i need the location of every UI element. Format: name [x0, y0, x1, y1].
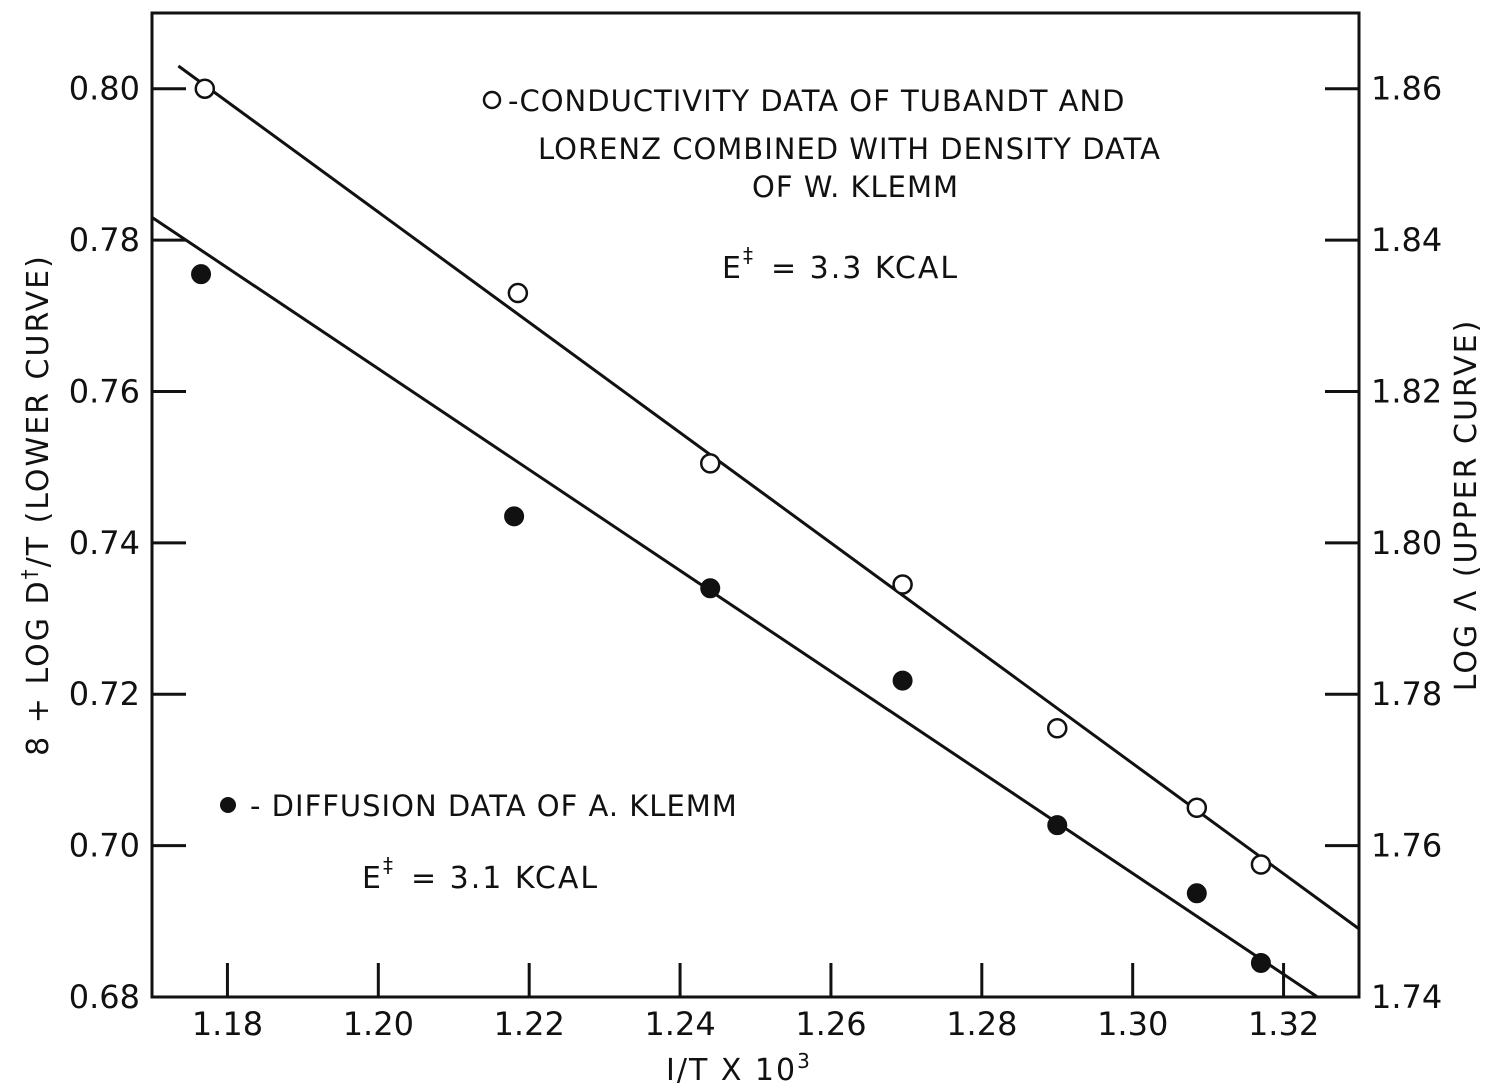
legend-filled-circle-marker — [220, 797, 236, 813]
x-tick-label: 1.32 — [1248, 1005, 1319, 1043]
lower-fit-line — [151, 216, 1319, 999]
right-y-tick-label: 1.84 — [1371, 221, 1442, 259]
lower-energy-label: E‡ = 3.1 KCAL — [362, 853, 599, 896]
left-y-label-suffix: /T (LOWER CURVE) — [21, 254, 56, 567]
right-y-tick-label: 1.74 — [1371, 978, 1442, 1016]
filled-circle-point — [892, 670, 913, 691]
upper-legend-line-3: OF W. KLEMM — [752, 170, 959, 204]
fit-lines — [151, 64, 1360, 999]
x-axis-label: I/T X 103 — [666, 1049, 812, 1087]
left-y-axis-label: 8 + LOG D†/T (LOWER CURVE) — [17, 254, 56, 756]
lower-energy-value: = 3.1 KCAL — [411, 861, 599, 896]
x-axis-ticks: 1.18 1.20 1.22 1.24 1.26 1.28 1.30 1.32 — [192, 963, 1319, 1043]
upper-energy-sup: ‡ — [743, 243, 755, 267]
left-y-label-prefix: 8 + LOG D — [21, 579, 56, 755]
x-tick-label: 1.20 — [343, 1005, 414, 1043]
lower-energy-e: E — [362, 861, 383, 896]
x-axis-label-main: I/T X 10 — [666, 1053, 797, 1087]
open-circle-point — [892, 574, 913, 595]
upper-energy-label: E‡ = 3.3 KCAL — [722, 243, 959, 286]
filled-circle-point — [1186, 883, 1207, 904]
data-points — [191, 78, 1272, 973]
left-y-tick-label: 0.72 — [69, 675, 140, 713]
upper-legend-line-2: LORENZ COMBINED WITH DENSITY DATA — [538, 132, 1161, 166]
x-tick-label: 1.18 — [192, 1005, 263, 1043]
upper-energy-value: = 3.3 KCAL — [771, 251, 959, 286]
left-y-tick-label: 0.70 — [69, 827, 140, 865]
upper-legend-line-1: -CONDUCTIVITY DATA OF TUBANDT AND — [508, 84, 1126, 118]
x-tick-label: 1.22 — [494, 1005, 565, 1043]
left-y-label-sup: † — [17, 567, 41, 579]
x-tick-label: 1.28 — [946, 1005, 1017, 1043]
lower-energy-sup: ‡ — [383, 853, 395, 877]
right-y-tick-label: 1.80 — [1371, 524, 1442, 562]
filled-circle-point — [1047, 815, 1068, 836]
legend-open-circle-marker — [482, 90, 502, 110]
right-y-axis-ticks: 1.74 1.76 1.78 1.80 1.82 1.84 1.86 — [1325, 70, 1442, 1016]
upper-fit-line — [177, 64, 1360, 931]
upper-energy-e: E — [722, 251, 743, 286]
x-tick-label: 1.30 — [1097, 1005, 1168, 1043]
open-circle-point — [194, 78, 216, 99]
left-y-tick-label: 0.80 — [69, 70, 140, 108]
filled-circle-point — [191, 264, 212, 285]
plot-frame — [150, 11, 1361, 999]
right-y-tick-label: 1.82 — [1371, 372, 1442, 410]
lower-legend-line: - DIFFUSION DATA OF A. KLEMM — [250, 789, 738, 823]
filled-circle-point — [504, 506, 525, 527]
left-y-tick-label: 0.78 — [69, 221, 140, 259]
right-y-tick-label: 1.86 — [1371, 70, 1442, 108]
right-y-axis-label: LOG Λ (UPPER CURVE) — [1449, 319, 1484, 692]
x-axis-label-sup: 3 — [797, 1049, 812, 1073]
filled-circle-point — [700, 578, 721, 599]
open-circle-point — [1047, 718, 1068, 739]
left-y-tick-label: 0.76 — [69, 372, 140, 410]
left-y-tick-label: 0.74 — [69, 524, 140, 562]
right-y-tick-label: 1.78 — [1371, 675, 1442, 713]
x-tick-label: 1.24 — [644, 1005, 715, 1043]
open-circle-point — [507, 282, 529, 304]
x-tick-label: 1.26 — [795, 1005, 866, 1043]
open-circle-point — [1250, 854, 1272, 875]
right-y-tick-label: 1.76 — [1371, 827, 1442, 865]
left-y-axis-ticks: 0.68 0.70 0.72 0.74 0.76 0.78 0.80 — [69, 70, 186, 1016]
open-circle-point — [1186, 797, 1208, 819]
left-y-tick-label: 0.68 — [69, 978, 140, 1016]
filled-circle-point — [1250, 952, 1271, 973]
open-circle-point — [699, 453, 721, 474]
